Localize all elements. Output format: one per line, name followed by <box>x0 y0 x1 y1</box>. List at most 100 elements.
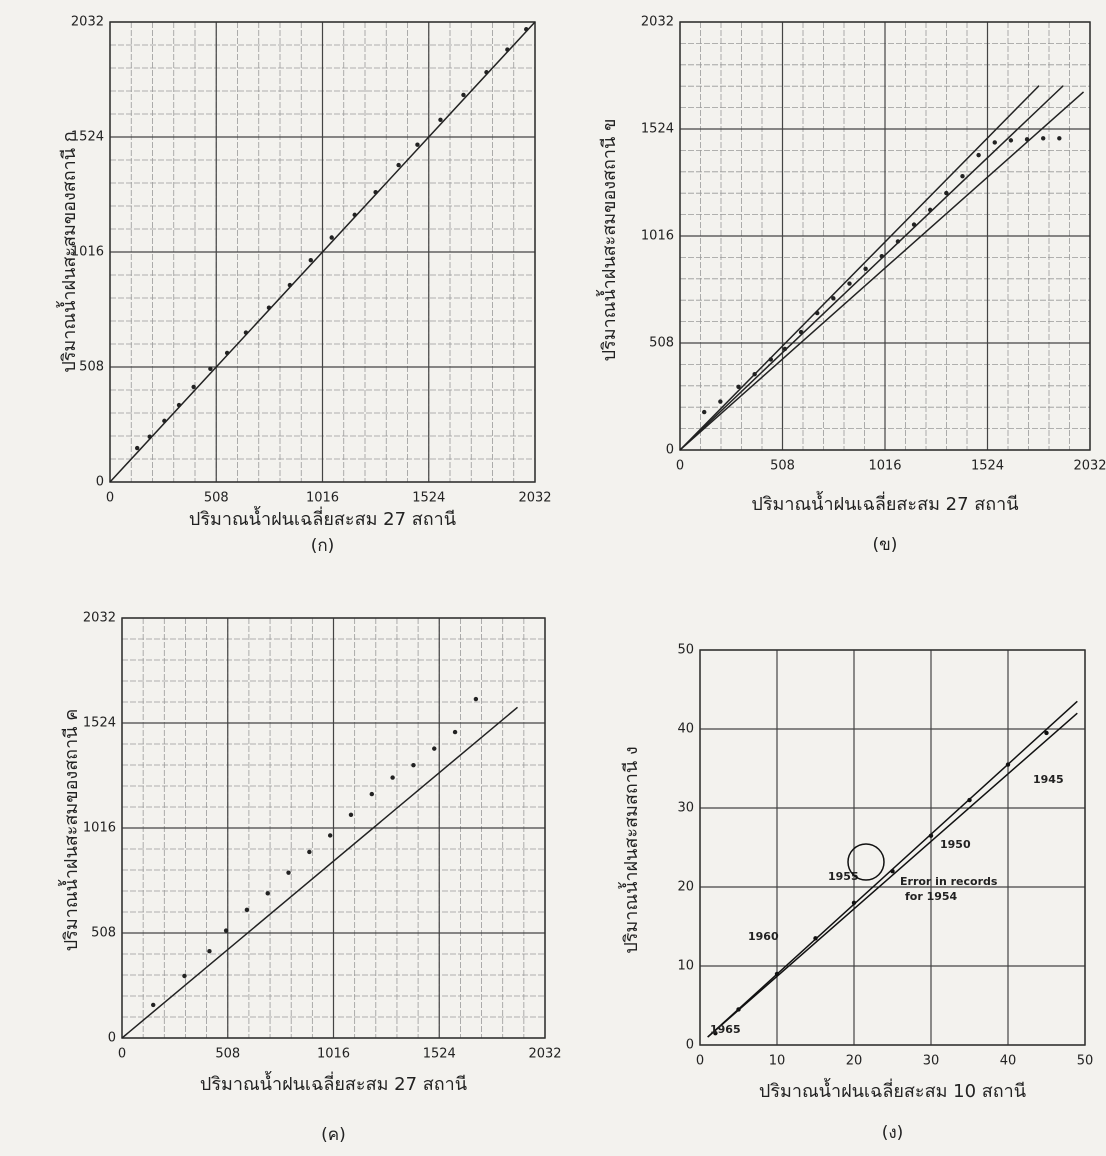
data-point <box>813 936 817 940</box>
x-tick-label: 508 <box>215 1047 240 1062</box>
data-point <box>815 311 819 315</box>
figure: 0 508 1016 1524 2032 0 508 1016 1524 2032 ปริมาณน้… <box>0 0 1106 1156</box>
y-tick-label: 508 <box>91 926 116 941</box>
y-axis-label: ปริมาณน้ำฝนสะสมของสถานี ก <box>56 131 80 372</box>
subfigure-label: (ข) <box>873 535 898 555</box>
data-point <box>1009 138 1013 142</box>
x-tick-label: 1524 <box>971 459 1004 474</box>
y-tick-label: 508 <box>79 360 104 375</box>
y-tick-label: 1016 <box>83 821 116 836</box>
fit-line <box>680 86 1063 450</box>
y-tick-label: 0 <box>108 1031 116 1046</box>
data-point <box>415 142 419 146</box>
x-tick-label: 508 <box>204 491 229 506</box>
data-point <box>267 305 271 309</box>
data-point <box>330 235 334 239</box>
data-point <box>1057 136 1061 140</box>
data-point <box>799 330 803 334</box>
data-point <box>847 281 851 285</box>
data-point <box>396 163 400 167</box>
subfigure-label: (ค) <box>321 1125 346 1145</box>
data-point <box>266 891 270 895</box>
y-tick-label: 2032 <box>83 611 116 626</box>
data-point <box>182 974 186 978</box>
y-tick-label: 2032 <box>641 15 674 30</box>
data-point <box>852 901 856 905</box>
fit-line <box>708 713 1078 1037</box>
data-point <box>890 869 894 873</box>
y-axis-label: ปริมาณน้ำฝนสะสมของสถานี ข <box>596 119 620 362</box>
x-tick-label: 2032 <box>528 1047 561 1062</box>
x-tick-label: 2032 <box>1073 459 1106 474</box>
x-axis-label: ปริมาณน้ำฝนเฉลี่ยสะสม 10 สถานี <box>759 1078 1026 1102</box>
data-point <box>438 118 442 122</box>
x-tick-label: 50 <box>1077 1054 1094 1069</box>
data-point <box>912 222 916 226</box>
data-point <box>736 1007 740 1011</box>
annotation: 1950 <box>940 838 971 851</box>
data-point <box>370 792 374 796</box>
data-point <box>484 70 488 74</box>
fit-line <box>680 92 1084 450</box>
x-tick-label: 30 <box>923 1054 940 1069</box>
x-tick-label: 40 <box>1000 1054 1017 1069</box>
data-point <box>775 972 779 976</box>
y-tick-label: 10 <box>677 959 694 974</box>
data-point <box>967 798 971 802</box>
plot-frame <box>700 650 1085 1045</box>
y-axis-label: ปริมาณน้ำฝนสะสมสถานี ง <box>618 746 642 953</box>
x-tick-label: 0 <box>676 459 684 474</box>
data-point <box>736 385 740 389</box>
data-point <box>863 267 867 271</box>
x-tick-label: 0 <box>106 491 114 506</box>
annotation: 1960 <box>748 930 779 943</box>
data-point <box>702 410 706 414</box>
y-tick-label: 2032 <box>71 15 104 30</box>
data-point <box>976 153 980 157</box>
data-point <box>353 213 357 217</box>
data-point <box>960 174 964 178</box>
x-tick-label: 10 <box>769 1054 786 1069</box>
data-point <box>411 763 415 767</box>
x-tick-label: 0 <box>118 1047 126 1062</box>
data-point <box>880 254 884 258</box>
y-tick-label: 0 <box>96 475 104 490</box>
x-tick-label: 1524 <box>412 491 445 506</box>
page: {"chart_data": [ {"type": "scatter", "x_… <box>0 0 1106 1156</box>
data-point <box>1006 762 1010 766</box>
data-point <box>896 239 900 243</box>
data-point <box>1041 136 1045 140</box>
subfigure-label: (ง) <box>882 1123 904 1143</box>
data-point <box>474 697 478 701</box>
x-axis-label: ปริมาณน้ำฝนเฉลี่ยสะสม 27 สถานี <box>751 491 1018 515</box>
data-point <box>286 870 290 874</box>
y-axis-label: ปริมาณน้ำฝนสะสมของสถานี ค <box>58 709 82 952</box>
data-point <box>328 833 332 837</box>
x-tick-label: 1524 <box>423 1047 456 1062</box>
x-tick-label: 0 <box>696 1054 704 1069</box>
data-point <box>453 730 457 734</box>
y-tick-label: 1524 <box>641 122 674 137</box>
data-point <box>162 419 166 423</box>
data-point <box>944 191 948 195</box>
data-point <box>148 435 152 439</box>
data-point <box>349 813 353 817</box>
y-tick-label: 40 <box>677 722 694 737</box>
x-tick-label: 1016 <box>317 1047 350 1062</box>
data-point <box>135 446 139 450</box>
data-point <box>718 399 722 403</box>
data-point <box>505 47 509 51</box>
annotation: Error in records <box>900 875 998 888</box>
annotation: for 1954 <box>905 890 958 903</box>
x-tick-label: 20 <box>846 1054 863 1069</box>
data-point <box>177 403 181 407</box>
data-point <box>432 746 436 750</box>
y-tick-label: 30 <box>677 801 694 816</box>
y-tick-label: 50 <box>677 643 694 658</box>
x-tick-label: 2032 <box>518 491 551 506</box>
y-tick-label: 0 <box>686 1038 694 1053</box>
data-point <box>993 140 997 144</box>
data-point <box>207 949 211 953</box>
data-point <box>524 27 528 31</box>
y-tick-label: 20 <box>677 880 694 895</box>
